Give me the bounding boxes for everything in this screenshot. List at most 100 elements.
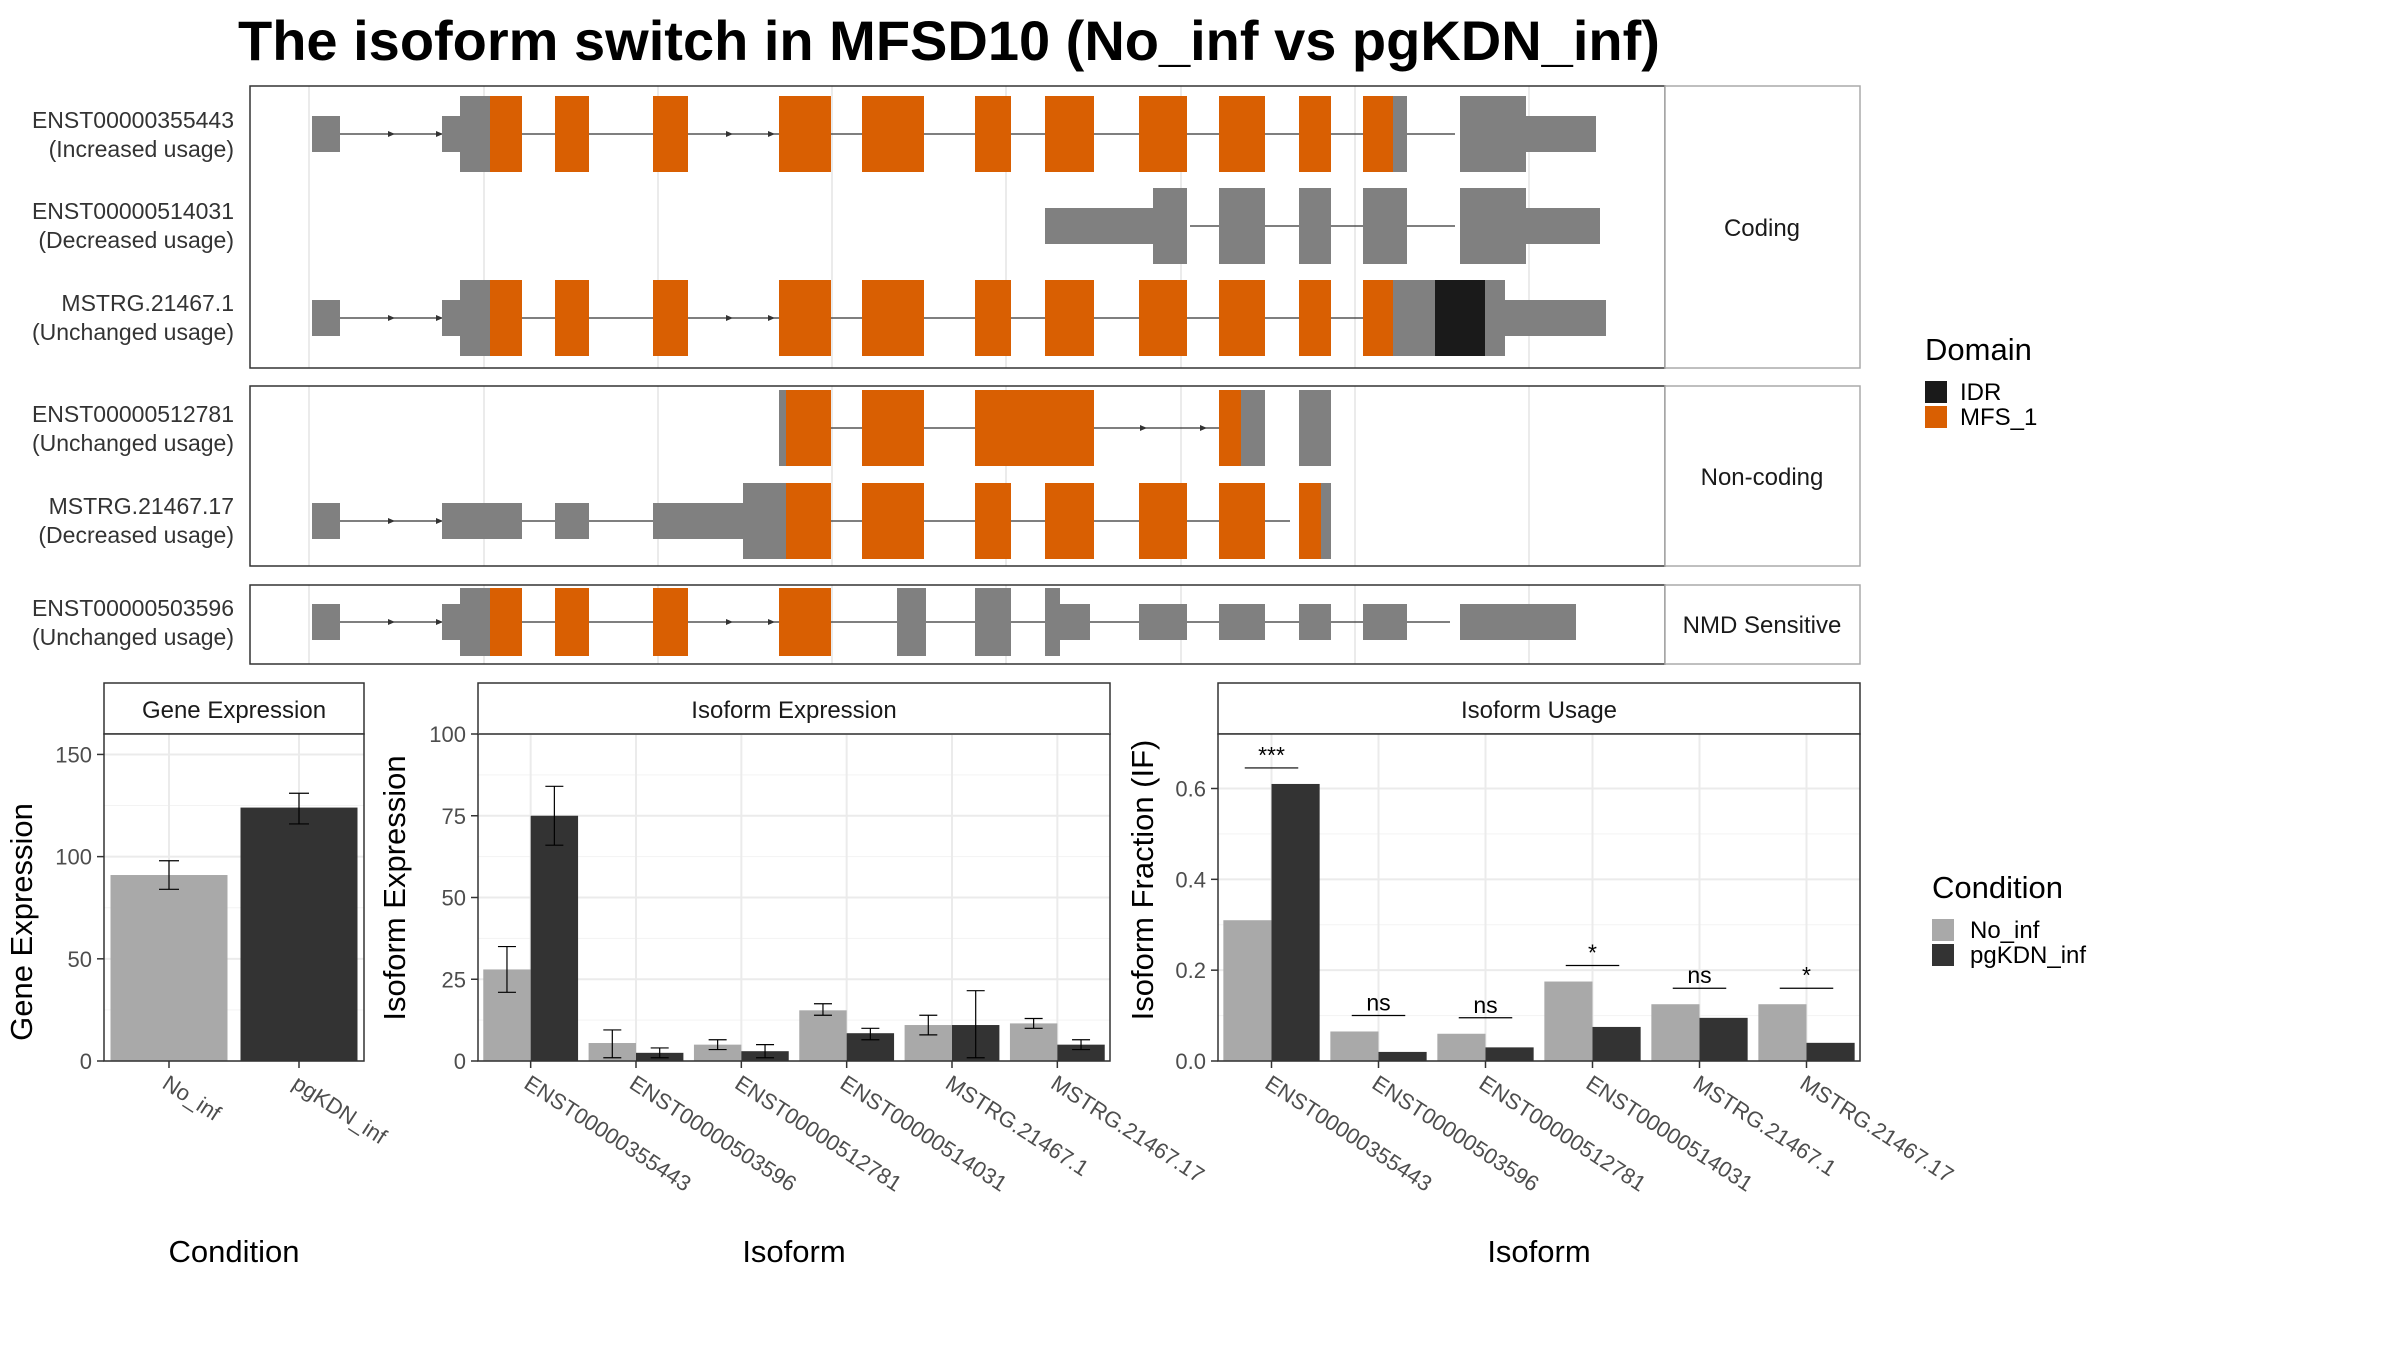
- gene-expression-chart: Gene Expression 0 50 100 150 No_inf pgKDN_inf…: [4, 682, 392, 1269]
- idr-domain: [1435, 280, 1485, 356]
- mfs-domain: [862, 483, 924, 559]
- utr-exon: [312, 503, 340, 539]
- arrow-mark: [726, 315, 733, 321]
- legend-swatch-no-inf: [1932, 919, 1954, 941]
- bar: [1485, 1047, 1534, 1061]
- mfs-domain: [1045, 483, 1094, 559]
- mfs-domain: [653, 280, 688, 356]
- arrow-mark: [726, 619, 733, 625]
- isoform-usage-chart: Isoform Usage 0.00.20.40.6***ns ns*ns *ENS…: [1125, 682, 1958, 1269]
- mfs-domain: [1299, 280, 1331, 356]
- y-tick-label: 150: [55, 742, 92, 767]
- bar: [1057, 1044, 1105, 1061]
- isoform-usage-label: (Unchanged usage): [32, 624, 234, 650]
- mfs-domain: [862, 280, 924, 356]
- chart-title: Isoform Expression: [691, 697, 896, 724]
- mfs-domain: [1299, 483, 1321, 559]
- bar: [1330, 1031, 1379, 1061]
- exon: [975, 588, 1011, 656]
- plot-frame: [103, 733, 365, 1062]
- utr-exon: [1045, 208, 1153, 244]
- x-tick-label: No_inf: [158, 1070, 226, 1126]
- utr-exon: [312, 116, 340, 152]
- isoform-usage-label: (Decreased usage): [38, 227, 234, 253]
- bar: [530, 815, 579, 1061]
- exon: [1241, 390, 1265, 466]
- bar: [240, 807, 358, 1061]
- x-axis-title: Isoform: [742, 1234, 845, 1269]
- y-tick-label: 0.4: [1175, 867, 1206, 892]
- exon: [1363, 188, 1407, 264]
- isoform-usage-label: (Unchanged usage): [32, 430, 234, 456]
- isoform-row-ENST00000355443: [312, 96, 1596, 172]
- isoform-id-label: ENST00000355443: [32, 107, 234, 133]
- mfs-domain: [490, 588, 522, 656]
- exon: [1485, 280, 1505, 356]
- bar: [110, 875, 228, 1061]
- arrow-mark: [436, 131, 443, 137]
- isoform-labels: ENST00000355443 (Increased usage) ENST00…: [32, 107, 234, 650]
- chart-strip: [103, 682, 365, 735]
- isoform-row-ENST00000512781: [779, 390, 1331, 466]
- significance-label: *: [1588, 940, 1597, 966]
- mfs-domain: [779, 588, 831, 656]
- arrow-mark: [726, 131, 733, 137]
- y-tick-label: 50: [68, 947, 92, 972]
- arrow-mark: [388, 131, 395, 137]
- structure-frames: [249, 85, 1666, 665]
- utr-exon: [442, 503, 522, 539]
- plot-frame: [1217, 733, 1861, 1062]
- isoform-row-MSTRG.21467.17: [312, 483, 1331, 559]
- strip-nmd: [1664, 584, 1861, 665]
- plot-frame: [477, 733, 1111, 1062]
- legend-swatch-idr: [1925, 381, 1947, 403]
- exon: [1219, 188, 1265, 264]
- y-tick-label: 75: [442, 804, 466, 829]
- exon: [460, 280, 490, 356]
- exon: [1460, 96, 1526, 172]
- mfs-domain: [975, 96, 1011, 172]
- y-tick-label: 0.0: [1175, 1049, 1206, 1074]
- isoform-id-label: ENST00000512781: [32, 401, 234, 427]
- utr-exon: [1363, 604, 1407, 640]
- x-axis-title: Condition: [169, 1234, 300, 1269]
- mfs-domain: [1139, 96, 1187, 172]
- y-tick-label: 0.2: [1175, 958, 1206, 983]
- exon: [1321, 483, 1331, 559]
- mfs-domain: [1219, 96, 1265, 172]
- utr-exon: [1526, 208, 1600, 244]
- bar: [799, 1010, 847, 1061]
- significance-label: *: [1802, 962, 1811, 988]
- mfs-domain: [653, 96, 688, 172]
- exon: [743, 483, 786, 559]
- mfs-domain: [975, 483, 1011, 559]
- mfs-domain: [1045, 96, 1094, 172]
- mfs-domain: [1139, 483, 1187, 559]
- y-axis-title: Isoform Fraction (IF): [1125, 740, 1160, 1021]
- strip-coding: [1664, 85, 1861, 369]
- mfs-domain: [490, 280, 522, 356]
- utr-exon: [1139, 604, 1187, 640]
- bar: [1544, 981, 1593, 1061]
- utr-exon: [1060, 604, 1090, 640]
- group-strips: [1664, 85, 1861, 665]
- bar: [1223, 920, 1272, 1061]
- utr-exon: [442, 116, 460, 152]
- strip-noncoding: [1664, 385, 1861, 567]
- exon: [460, 588, 490, 656]
- condition-legend-title: Condition: [1932, 870, 2063, 905]
- bar: [693, 1044, 742, 1061]
- mfs-domain: [1219, 280, 1265, 356]
- mfs-domain: [1219, 390, 1241, 466]
- mfs-domain: [862, 390, 924, 466]
- arrow-mark: [768, 131, 775, 137]
- structure-panel: Coding Non-coding NMD Sensitive ENST0000…: [32, 85, 2037, 665]
- arrow-mark: [436, 518, 443, 524]
- bar: [1806, 1042, 1855, 1061]
- strip-label-nmd: NMD Sensitive: [1683, 612, 1842, 639]
- domain-legend-title: Domain: [1925, 332, 2032, 367]
- isoform-id-label: ENST00000503596: [32, 595, 234, 621]
- mfs-domain: [779, 280, 831, 356]
- utr-exon: [1460, 604, 1576, 640]
- strip-label-coding: Coding: [1724, 215, 1800, 242]
